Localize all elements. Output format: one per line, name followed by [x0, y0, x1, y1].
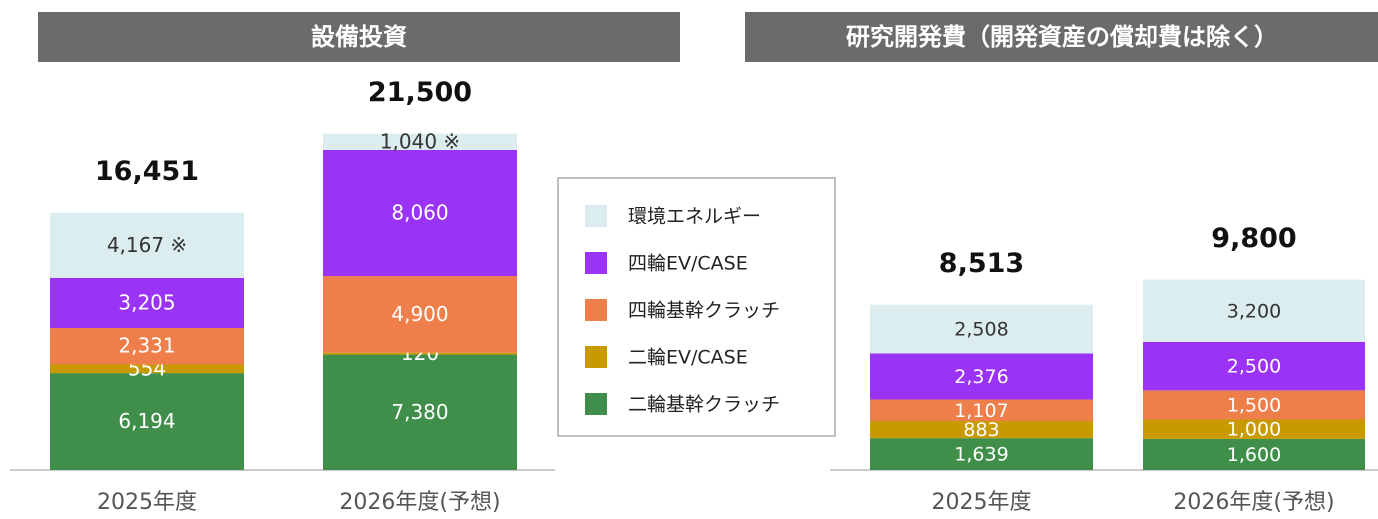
- legend-swatch: [585, 205, 607, 227]
- legend-label: 四輪EV/CASE: [628, 253, 748, 275]
- value-label: 1,107: [954, 400, 1008, 422]
- bar-segment: [1143, 341, 1365, 391]
- bar-segment: [1143, 279, 1365, 342]
- legend-label: 二輪基幹クラッチ: [628, 394, 780, 416]
- value-label: 2,331: [118, 334, 175, 358]
- bar-segment: [870, 399, 1093, 422]
- bar-segment: [1143, 390, 1365, 420]
- value-label: 3,205: [118, 290, 175, 314]
- legend-swatch: [585, 252, 607, 274]
- legend-swatch: [585, 346, 607, 368]
- value-label: 1,639: [954, 444, 1008, 466]
- legend-label: 四輪基幹クラッチ: [628, 300, 780, 322]
- total-label: 8,513: [939, 248, 1024, 279]
- value-label: 883: [963, 419, 999, 441]
- value-label: 1,000: [1227, 419, 1281, 441]
- bar-segment: [323, 276, 517, 353]
- bar-segment: [50, 328, 244, 365]
- bar-segment: [50, 364, 244, 374]
- value-label: 1,600: [1227, 444, 1281, 466]
- value-label: 6,194: [118, 409, 175, 433]
- legend-swatch: [585, 393, 607, 415]
- bar-segment: [323, 150, 517, 277]
- legend-label: 環境エネルギー: [628, 206, 761, 228]
- chart-title: 研究開発費（開発資産の償却費は除く）: [846, 23, 1278, 51]
- value-label: 8,060: [391, 201, 448, 225]
- total-label: 21,500: [368, 77, 472, 108]
- title-band: [38, 12, 680, 62]
- bar-segment: [50, 373, 244, 470]
- total-label: 9,800: [1211, 223, 1296, 254]
- value-label: 2,500: [1227, 356, 1281, 378]
- bar-segment: [50, 277, 244, 329]
- value-label: 3,200: [1227, 300, 1281, 322]
- total-label: 16,451: [95, 156, 199, 187]
- value-label: 1,040 ※: [380, 129, 460, 153]
- bar-segment: [1143, 419, 1365, 439]
- value-label: 4,167 ※: [107, 233, 187, 257]
- bar-segment: [1143, 438, 1365, 470]
- chart-title: 設備投資: [311, 23, 407, 51]
- x-tick-label: 2025年度: [97, 490, 197, 515]
- x-tick-label: 2026年度(予想): [1173, 490, 1334, 515]
- x-tick-label: 2025年度: [932, 490, 1032, 515]
- value-label: 7,380: [391, 400, 448, 424]
- bar-segment: [323, 352, 517, 355]
- bar-segment: [870, 438, 1093, 470]
- value-label: 2,376: [954, 366, 1008, 388]
- bar-segment: [323, 133, 517, 151]
- bar-segment: [50, 212, 244, 278]
- value-label: 2,508: [954, 319, 1008, 341]
- bar-segment: [870, 421, 1093, 439]
- value-label: 4,900: [391, 302, 448, 326]
- x-tick-label: 2026年度(予想): [339, 490, 500, 515]
- legend-swatch: [585, 299, 607, 321]
- legend-label: 二輪EV/CASE: [628, 347, 748, 369]
- bar-segment: [323, 354, 517, 470]
- bar-segment: [870, 353, 1093, 400]
- bar-segment: [870, 304, 1093, 354]
- title-band: [745, 12, 1378, 62]
- value-label: 1,500: [1227, 394, 1281, 416]
